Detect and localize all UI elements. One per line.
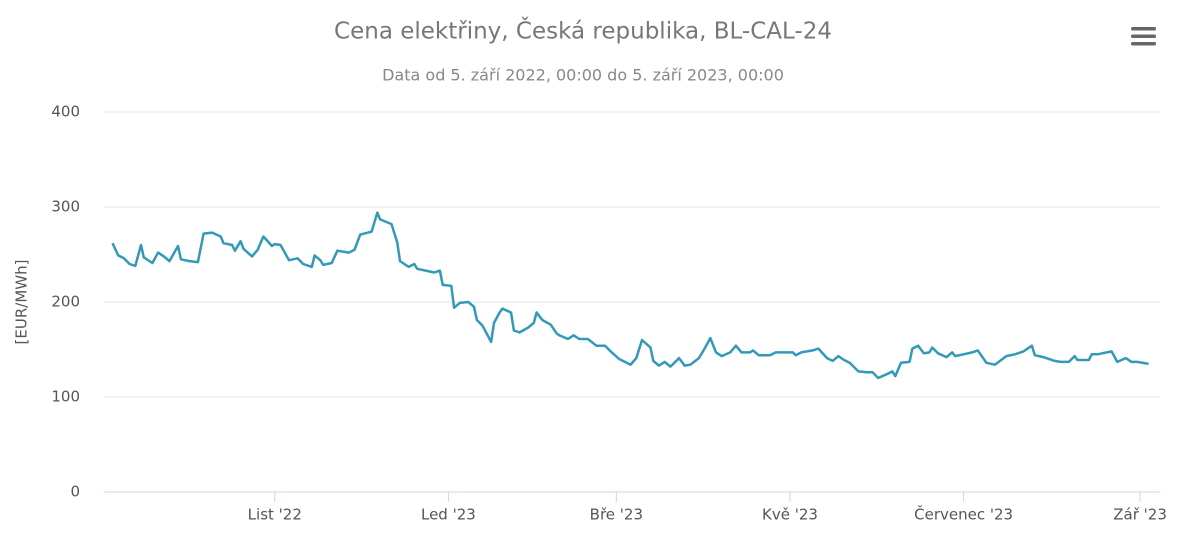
x-tick-label: Červenec '23 [914, 505, 1013, 524]
menu-bar[interactable] [1131, 42, 1156, 46]
x-tick-label: Led '23 [421, 506, 476, 524]
x-tick-label: Kvě '23 [762, 506, 818, 524]
chart-title: Cena elektřiny, Česká republika, BL-CAL-… [334, 17, 832, 45]
y-tick-label: 400 [51, 103, 80, 121]
y-tick-label: 300 [51, 198, 80, 216]
y-tick-label: 200 [51, 293, 80, 311]
series-line [111, 211, 1149, 380]
menu-button[interactable] [1131, 27, 1156, 46]
x-tick-label: Zář '23 [1113, 506, 1167, 524]
x-tick-label: List '22 [248, 506, 302, 524]
menu-bar[interactable] [1131, 34, 1156, 39]
y-axis-title: [EUR/MWh] [13, 260, 31, 345]
menu-bar[interactable] [1131, 27, 1156, 31]
x-tick-label: Bře '23 [590, 506, 643, 524]
chart-subtitle: Data od 5. září 2022, 00:00 do 5. září 2… [382, 66, 784, 85]
y-tick-label: 100 [51, 388, 80, 406]
y-tick-label: 0 [70, 483, 80, 501]
